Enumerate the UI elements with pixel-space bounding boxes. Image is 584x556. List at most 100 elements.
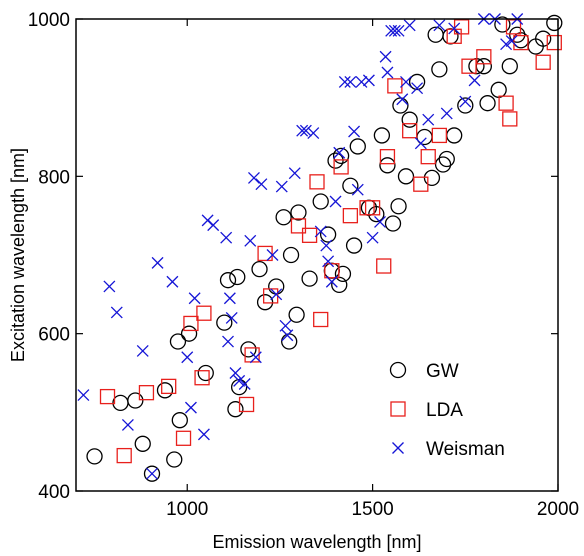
x-axis-label: Emission wavelength [nm] xyxy=(212,532,421,552)
point-weisman-stroke xyxy=(500,38,513,51)
point-gw xyxy=(501,58,518,75)
point-weisman-stroke xyxy=(320,239,333,252)
point-weisman xyxy=(348,125,361,138)
point-weisman xyxy=(379,50,392,63)
point-weisman xyxy=(392,24,405,37)
legend-label-lda: LDA xyxy=(426,400,463,421)
point-gw xyxy=(332,147,350,165)
point-weisman xyxy=(266,249,279,261)
point-weisman-stroke xyxy=(400,75,412,88)
point-gw xyxy=(349,138,366,155)
point-gw xyxy=(373,127,391,144)
point-weisman xyxy=(388,24,401,37)
point-weisman-stroke xyxy=(392,24,405,37)
point-gw xyxy=(319,226,337,243)
point-weisman xyxy=(181,351,194,364)
point-gw xyxy=(401,111,418,128)
point-lda xyxy=(387,78,403,94)
point-gw xyxy=(546,14,563,32)
point-gw xyxy=(86,448,103,465)
point-weisman-stroke xyxy=(344,75,357,88)
point-weisman xyxy=(459,95,472,108)
point-lda xyxy=(238,396,255,413)
point-weisman xyxy=(366,231,379,244)
point-weisman xyxy=(355,75,368,88)
point-lda xyxy=(342,208,359,224)
point-lda xyxy=(116,447,132,464)
point-weisman xyxy=(223,292,236,305)
point-lda xyxy=(257,245,273,262)
point-gw xyxy=(216,314,233,331)
point-weisman xyxy=(500,38,513,51)
point-weisman xyxy=(77,389,90,401)
point-weisman-stroke xyxy=(403,19,416,32)
point-gw xyxy=(251,261,268,278)
point-gw xyxy=(301,270,318,287)
point-lda xyxy=(502,111,518,127)
point-weisman-stroke xyxy=(459,95,472,108)
point-lda xyxy=(476,49,492,65)
point-weisman xyxy=(229,367,242,379)
point-lda xyxy=(333,159,349,175)
point-weisman-stroke xyxy=(244,234,257,247)
point-weisman-stroke xyxy=(296,124,309,137)
point-weisman-stroke xyxy=(151,256,164,269)
legend-marker-lda xyxy=(390,401,406,417)
point-weisman-stroke xyxy=(505,35,518,47)
point-weisman xyxy=(249,351,262,364)
point-weisman-stroke xyxy=(188,292,201,305)
point-weisman-stroke xyxy=(223,292,236,305)
point-lda xyxy=(194,370,210,386)
point-weisman xyxy=(136,345,149,357)
point-gw xyxy=(457,97,474,114)
point-weisman-stroke xyxy=(422,113,435,126)
point-weisman xyxy=(307,127,320,140)
point-gw xyxy=(438,150,455,168)
point-lda xyxy=(364,200,381,216)
point-weisman xyxy=(197,428,210,441)
point-gw xyxy=(345,237,363,254)
point-weisman xyxy=(351,183,364,196)
point-weisman xyxy=(255,178,268,191)
point-gw xyxy=(509,26,526,43)
point-weisman-stroke xyxy=(255,178,268,191)
point-weisman xyxy=(248,171,260,184)
point-weisman-stroke xyxy=(248,171,260,184)
point-gw xyxy=(446,127,463,144)
point-gw xyxy=(434,156,452,173)
point-gw xyxy=(384,215,402,232)
point-lda xyxy=(535,54,551,70)
point-lda xyxy=(431,127,448,144)
point-weisman-stroke xyxy=(281,329,294,342)
series-weisman xyxy=(77,13,524,480)
legend-marker-weisman xyxy=(392,442,404,454)
point-weisman xyxy=(411,82,424,95)
point-gw xyxy=(275,209,292,226)
point-weisman-stroke xyxy=(374,216,386,228)
point-weisman xyxy=(121,418,134,431)
x-tick-label: 1000 xyxy=(166,499,208,520)
point-weisman xyxy=(314,225,327,238)
point-gw xyxy=(288,306,305,323)
point-lda xyxy=(301,227,318,243)
point-weisman xyxy=(362,74,375,87)
point-weisman-stroke xyxy=(348,125,361,138)
point-gw xyxy=(180,325,198,342)
point-gw xyxy=(230,379,248,396)
point-weisman-stroke xyxy=(233,374,246,387)
point-gw xyxy=(342,177,359,194)
axis-ticks: 1000 1500 2000 400 600 800 1000 xyxy=(28,10,579,520)
point-lda xyxy=(175,430,192,446)
point-gw xyxy=(423,169,441,187)
point-gw xyxy=(397,168,415,185)
point-weisman-stroke xyxy=(184,401,197,414)
point-weisman-stroke xyxy=(279,319,292,332)
point-weisman xyxy=(400,75,412,88)
point-weisman xyxy=(440,107,453,120)
point-weisman-stroke xyxy=(448,22,461,35)
point-weisman xyxy=(448,22,461,35)
point-weisman xyxy=(233,374,246,387)
point-weisman xyxy=(322,255,335,268)
point-gw xyxy=(166,451,183,468)
